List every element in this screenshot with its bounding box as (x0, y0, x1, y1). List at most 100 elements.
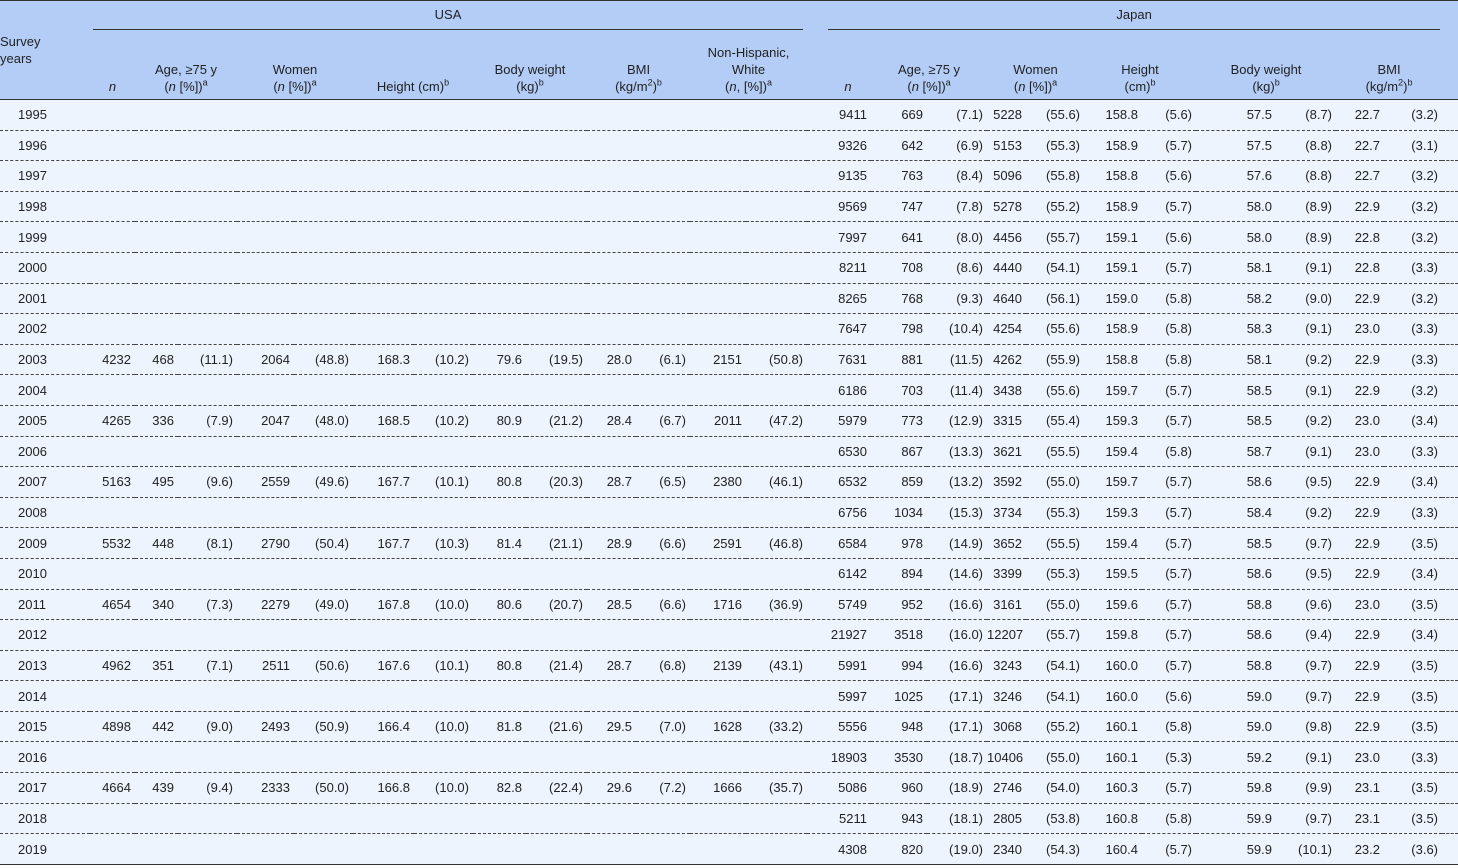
cell: 57.6 (1196, 160, 1277, 192)
cell: 23.1 (1336, 803, 1385, 835)
year-cell: 2006 (0, 436, 90, 468)
cell: (9.2) (1276, 344, 1337, 376)
header-text: [%]) (284, 79, 312, 94)
cell: 6186 (807, 374, 872, 406)
cell: (5.6) (1142, 99, 1197, 131)
cell: (54.1) (1026, 252, 1085, 284)
cell (587, 497, 636, 529)
cell: 159.5 (1084, 558, 1143, 590)
table-row: 2015 4898 442 (9.0) 2493 (50.9) 166.4 (10.0) 81.… (0, 711, 1458, 743)
cell (746, 803, 808, 835)
cell (690, 99, 746, 131)
cell (414, 313, 473, 345)
cell (526, 497, 587, 529)
cell (1442, 436, 1458, 468)
cell (237, 436, 294, 468)
cell: (3.4) (1384, 619, 1443, 651)
cell (1442, 650, 1458, 682)
header-text: Women (1013, 62, 1058, 77)
cell (1442, 741, 1458, 774)
cell (178, 374, 237, 406)
cell: (7.9) (178, 405, 237, 437)
cell (237, 374, 294, 406)
cell: 994 (871, 650, 928, 682)
cell: (7.1) (927, 99, 988, 131)
table-row: 2014 5997 1025 (17.1) 3246 (54.1) 160.0 (5.6) 59… (0, 680, 1458, 712)
cell: 166.8 (353, 772, 414, 804)
cell: (55.7) (1026, 619, 1085, 651)
cell (414, 99, 473, 131)
cell (90, 160, 135, 192)
cell (135, 619, 178, 651)
cell: 3243 (987, 650, 1027, 682)
cell: (33.2) (746, 711, 808, 743)
cell: 9326 (807, 130, 872, 162)
cell (135, 803, 178, 835)
cell: (6.1) (636, 344, 690, 376)
cell: (3.3) (1384, 313, 1443, 345)
year-cell: 2001 (0, 283, 90, 315)
cell: 59.9 (1196, 803, 1277, 835)
col-header: Women (n [%])a (987, 33, 1085, 100)
cell: (13.3) (927, 436, 988, 468)
header-text: (kg/m (1365, 79, 1399, 94)
cell (135, 313, 178, 345)
cell: 3592 (987, 466, 1027, 498)
cell: 5278 (987, 191, 1027, 223)
cell (294, 283, 353, 315)
cell: (18.7) (927, 741, 988, 774)
header-text: 2 (647, 77, 653, 88)
cell: 703 (871, 374, 928, 406)
cell: 3734 (987, 497, 1027, 529)
cell: (55.5) (1026, 527, 1085, 559)
cell: 3652 (987, 527, 1027, 559)
cell (353, 558, 414, 590)
cell: (8.8) (1276, 130, 1337, 162)
cell: (6.7) (636, 405, 690, 437)
survey-years-header: Survey years (0, 0, 90, 100)
cell (526, 130, 587, 162)
cell: 28.0 (587, 344, 636, 376)
cell: 867 (871, 436, 928, 468)
cell (746, 833, 808, 865)
cell: (46.1) (746, 466, 808, 498)
cell: (50.4) (294, 527, 353, 559)
cell: (9.0) (178, 711, 237, 743)
cell (690, 833, 746, 865)
header-text: ) (1403, 79, 1408, 94)
cell: 495 (135, 466, 178, 498)
cell (1442, 252, 1458, 284)
cell: 3399 (987, 558, 1027, 590)
cell: (36.9) (746, 589, 808, 621)
cell: 23.1 (1336, 772, 1385, 804)
cell: 6584 (807, 527, 872, 559)
cell: 23.2 (1336, 833, 1385, 865)
cell: (9.4) (178, 772, 237, 804)
cell: 4308 (807, 833, 872, 865)
cell: 5228 (987, 99, 1027, 131)
cell: (3.5) (1384, 589, 1443, 621)
header-text: n (911, 79, 919, 94)
cell: (55.6) (1026, 313, 1085, 345)
cell (587, 833, 636, 865)
cell: 5211 (807, 803, 872, 835)
cell: (9.1) (1276, 252, 1337, 284)
cell (587, 803, 636, 835)
cell (526, 252, 587, 284)
cell: 160.0 (1084, 650, 1143, 682)
cell: (48.0) (294, 405, 353, 437)
cell: 159.7 (1084, 374, 1143, 406)
cell: (17.1) (927, 711, 988, 743)
year-cell: 2017 (0, 772, 90, 804)
cell (353, 283, 414, 315)
cell (587, 374, 636, 406)
cell (587, 160, 636, 192)
cell (353, 191, 414, 223)
cell (636, 283, 690, 315)
table-row: 2009 5532 448 (8.1) 2790 (50.4) 167.7 (10.3) 81.… (0, 527, 1458, 559)
cell: 58.1 (1196, 252, 1277, 284)
cell (90, 221, 135, 253)
cell: (5.7) (1142, 650, 1197, 682)
cell: 28.7 (587, 466, 636, 498)
cell (746, 221, 808, 253)
